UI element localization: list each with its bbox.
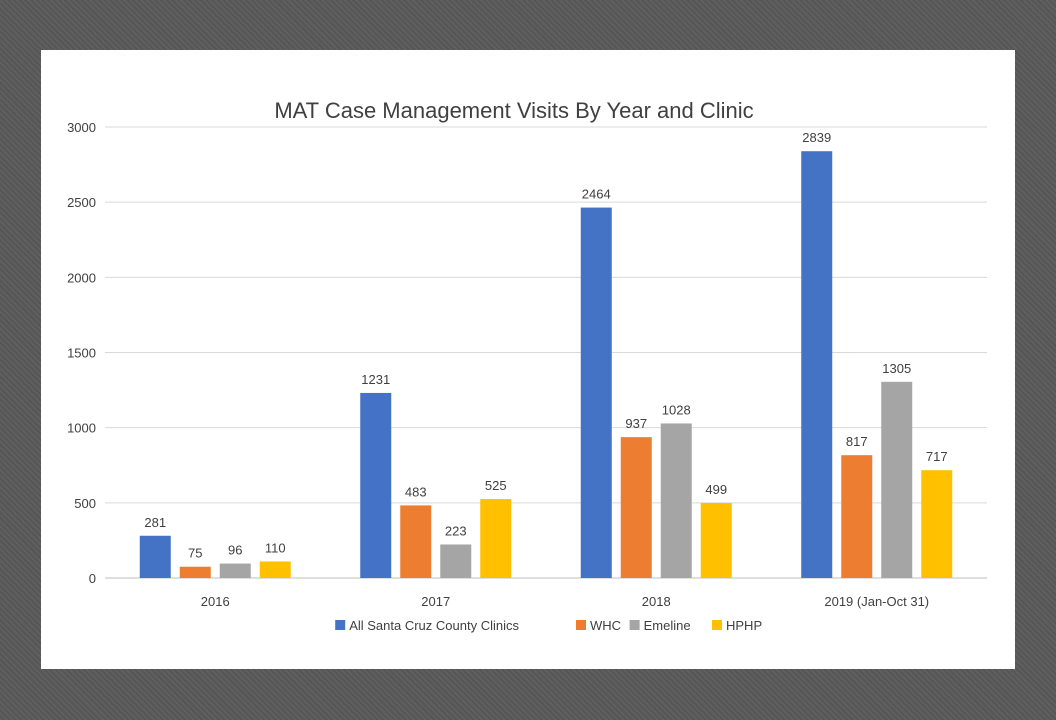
data-labels: 281 75 96 110 1231 483 223 525 2464 937 1028 499 283… (144, 130, 947, 561)
data-label: 483 (405, 484, 427, 499)
y-tick-label: 3000 (67, 120, 96, 135)
legend-label: Emeline (644, 618, 691, 633)
gridlines (105, 126, 987, 579)
data-label: 96 (228, 543, 242, 558)
y-axis: 0 500 1000 1500 2000 2500 3000 (67, 120, 96, 586)
bar (801, 151, 833, 578)
legend-label: WHC (590, 618, 621, 633)
legend-label: All Santa Cruz County Clinics (349, 618, 519, 633)
chart-card: MAT Case Management Visits By Year and C… (41, 50, 1015, 669)
bar (360, 392, 392, 578)
y-tick-label: 2500 (67, 195, 96, 210)
x-tick-label: 2019 (Jan-Oct 31) (824, 594, 929, 609)
bar (440, 544, 472, 578)
y-tick-label: 1500 (67, 346, 96, 361)
bar (179, 566, 211, 578)
bar (700, 502, 732, 578)
data-label: 223 (445, 523, 467, 538)
bar (660, 423, 692, 578)
data-label: 817 (846, 434, 868, 449)
chart-title: MAT Case Management Visits By Year and C… (274, 98, 753, 123)
legend-label: HPHP (726, 618, 762, 633)
bar (881, 381, 913, 578)
bar (139, 535, 171, 578)
y-tick-label: 2000 (67, 270, 96, 285)
bars (139, 151, 953, 578)
data-label: 717 (926, 449, 948, 464)
legend-swatch (712, 620, 722, 630)
legend-swatch (576, 620, 586, 630)
bar-chart: MAT Case Management Visits By Year and C… (67, 98, 987, 633)
x-tick-label: 2017 (421, 594, 450, 609)
data-label: 525 (485, 478, 507, 493)
data-label: 281 (144, 515, 166, 530)
bar (620, 437, 652, 578)
y-tick-label: 0 (89, 571, 96, 586)
bar (219, 563, 251, 578)
bar (580, 207, 612, 578)
data-label: 499 (705, 482, 727, 497)
bar (480, 499, 512, 578)
bar (259, 561, 291, 578)
data-label: 2839 (802, 130, 831, 145)
x-axis: 2016 2017 2018 2019 (Jan-Oct 31) (201, 594, 929, 609)
data-label: 937 (625, 416, 647, 431)
legend-swatch (335, 620, 346, 630)
y-tick-label: 500 (74, 496, 96, 511)
data-label: 2464 (582, 187, 611, 202)
bar (400, 505, 432, 578)
data-label: 110 (265, 540, 286, 555)
data-label: 1028 (662, 402, 691, 417)
data-label: 75 (188, 546, 202, 561)
y-tick-label: 1000 (67, 421, 96, 436)
data-label: 1305 (882, 361, 911, 376)
data-label: 1231 (361, 372, 390, 387)
legend: All Santa Cruz County Clinics WHC Emeline H… (335, 618, 762, 633)
bar (921, 470, 953, 578)
x-tick-label: 2016 (201, 594, 230, 609)
bar (841, 455, 873, 578)
x-tick-label: 2018 (642, 594, 671, 609)
legend-swatch (629, 620, 640, 630)
